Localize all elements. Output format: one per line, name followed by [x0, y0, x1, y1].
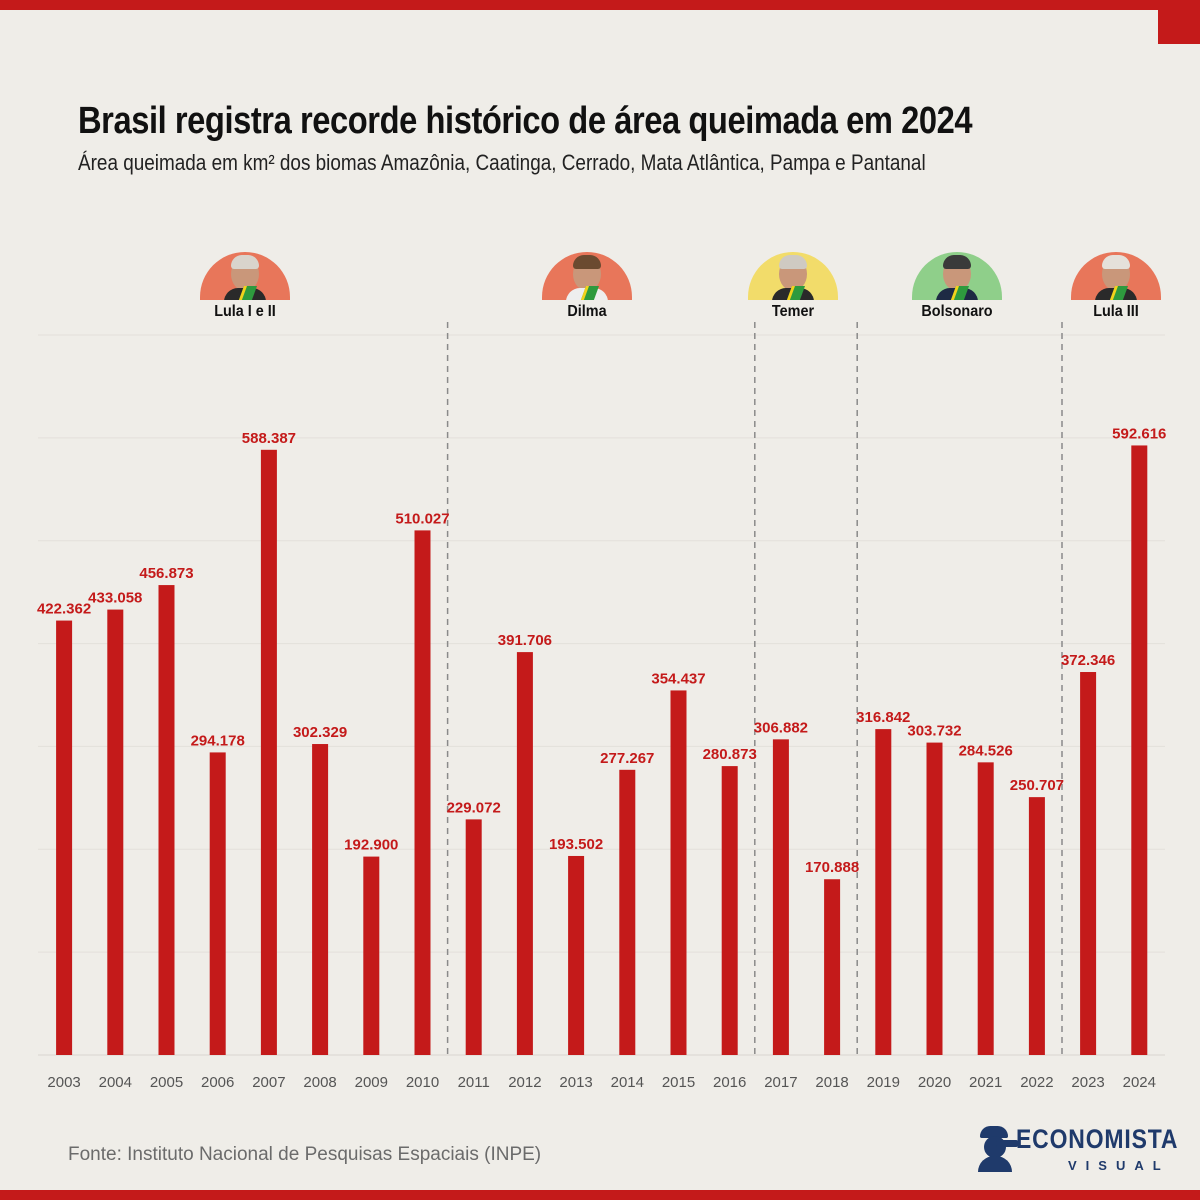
data-label-2005: 456.873: [139, 565, 193, 582]
spyglass-man-icon: [976, 1126, 1018, 1172]
chart-subtitle: Área queimada em km² dos biomas Amazônia…: [78, 150, 926, 175]
data-label-2013: 193.502: [549, 836, 603, 853]
data-label-2004: 433.058: [88, 590, 142, 607]
president-name: Bolsonaro: [921, 303, 993, 320]
president-name: Dilma: [567, 303, 607, 320]
data-label-2019: 316.842: [856, 709, 910, 726]
logo-wordmark: ECONOMISTA: [1016, 1124, 1179, 1154]
x-tick-label: 2003: [47, 1074, 80, 1091]
portrait-bolsonaro-icon: [912, 252, 1002, 300]
data-label-2007: 588.387: [242, 430, 296, 447]
x-tick-label: 2004: [99, 1074, 132, 1091]
data-label-2017: 306.882: [754, 719, 808, 736]
bar-2013: [568, 855, 585, 1055]
x-tick-label: 2021: [969, 1074, 1002, 1091]
x-tick-label: 2005: [150, 1074, 183, 1091]
x-tick-label: 2009: [355, 1074, 388, 1091]
data-label-2015: 354.437: [651, 670, 705, 687]
bar-2009: [363, 856, 380, 1055]
data-label-2023: 372.346: [1061, 652, 1115, 669]
data-label-2020: 303.732: [907, 723, 961, 740]
bar-2007: [260, 449, 277, 1055]
data-label-2010: 510.027: [395, 510, 449, 527]
x-tick-label: 2011: [458, 1074, 490, 1091]
x-tick-label: 2008: [303, 1074, 336, 1091]
president-name: Temer: [771, 303, 815, 320]
bar-2010: [414, 530, 431, 1055]
x-tick-label: 2010: [406, 1074, 439, 1091]
bar-chart: 422.362 2003 433.058 2004 456.873 2005 294.178…: [37, 322, 1166, 1091]
x-tick-label: 2013: [559, 1074, 592, 1091]
logo-subword: VISUAL: [1068, 1158, 1170, 1173]
bar-2016: [721, 766, 738, 1055]
data-label-2022: 250.707: [1010, 777, 1064, 794]
x-tick-label: 2023: [1071, 1074, 1104, 1091]
data-label-2018: 170.888: [805, 859, 859, 876]
data-label-2009: 192.900: [344, 837, 398, 854]
bar-2019: [875, 729, 892, 1055]
president-lula-1-2: Lula I e II: [155, 252, 335, 321]
bottom-accent-bar: [0, 1190, 1200, 1200]
data-label-2014: 277.267: [600, 750, 654, 767]
bar-2015: [670, 690, 687, 1055]
bar-2011: [465, 819, 482, 1055]
top-accent-bar: [0, 0, 1200, 10]
bar-2018: [824, 879, 841, 1055]
x-tick-label: 2012: [508, 1074, 541, 1091]
bar-2023: [1080, 672, 1097, 1055]
president-name: Lula I e II: [214, 303, 276, 320]
bar-2014: [619, 769, 636, 1055]
x-tick-label: 2014: [611, 1074, 644, 1091]
data-label-2016: 280.873: [703, 746, 757, 763]
data-label-2021: 284.526: [959, 742, 1013, 759]
x-tick-label: 2016: [713, 1074, 746, 1091]
president-bolsonaro: Bolsonaro: [867, 252, 1047, 321]
x-tick-label: 2006: [201, 1074, 234, 1091]
bar-2024: [1131, 445, 1148, 1055]
bar-2020: [926, 742, 943, 1055]
x-tick-label: 2017: [764, 1074, 797, 1091]
president-lula-3: Lula III: [1026, 252, 1200, 321]
data-label-2003: 422.362: [37, 601, 91, 618]
data-label-2006: 294.178: [191, 732, 245, 749]
bar-2005: [158, 585, 175, 1055]
x-tick-label: 2007: [252, 1074, 285, 1091]
corner-accent-box: [1158, 10, 1200, 44]
x-tick-label: 2024: [1123, 1074, 1156, 1091]
bar-2021: [977, 762, 994, 1055]
x-tick-label: 2019: [867, 1074, 900, 1091]
portrait-dilma-icon: [542, 252, 632, 300]
data-label-2008: 302.329: [293, 724, 347, 741]
x-tick-label: 2015: [662, 1074, 695, 1091]
data-label-2024: 592.616: [1112, 425, 1166, 442]
bar-2004: [107, 609, 124, 1055]
bar-2008: [312, 744, 329, 1055]
x-tick-label: 2018: [815, 1074, 848, 1091]
bar-2006: [209, 752, 226, 1055]
portrait-lula-icon: [1071, 252, 1161, 300]
president-temer: Temer: [703, 252, 883, 321]
x-tick-label: 2022: [1020, 1074, 1053, 1091]
data-label-2011: 229.072: [447, 799, 501, 816]
president-dilma: Dilma: [497, 252, 677, 321]
economista-visual-logo: ECONOMISTA VISUAL: [972, 1120, 1177, 1178]
source-note: Fonte: Instituto Nacional de Pesquisas E…: [68, 1144, 542, 1165]
portrait-temer-icon: [748, 252, 838, 300]
portrait-lula-icon: [200, 252, 290, 300]
bar-2022: [1028, 797, 1045, 1055]
bar-2017: [772, 739, 789, 1055]
president-name: Lula III: [1093, 303, 1139, 320]
chart-title: Brasil registra recorde histórico de áre…: [78, 100, 973, 142]
data-label-2012: 391.706: [498, 632, 552, 649]
x-tick-label: 2020: [918, 1074, 951, 1091]
bar-2003: [56, 620, 73, 1055]
bar-2012: [516, 652, 533, 1055]
